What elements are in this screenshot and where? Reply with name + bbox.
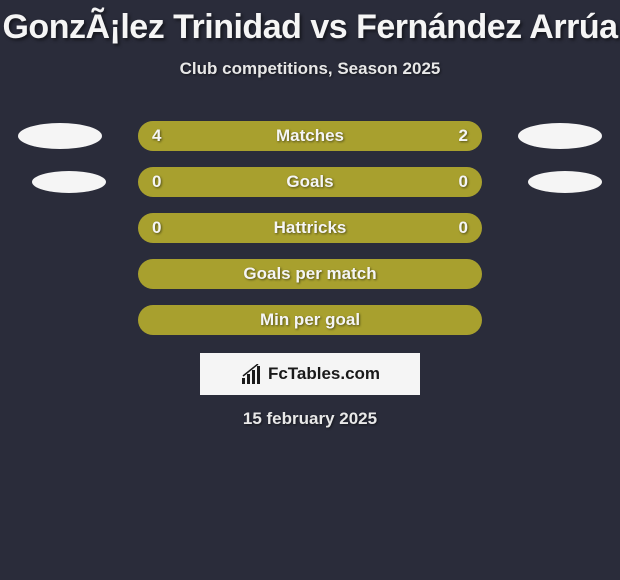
stat-label: Hattricks: [138, 218, 482, 238]
subtitle: Club competitions, Season 2025: [0, 59, 620, 79]
stat-bar: 0Hattricks0: [138, 213, 482, 243]
stat-value-right: 2: [459, 126, 468, 146]
stat-value-right: 0: [459, 172, 468, 192]
stat-label: Min per goal: [138, 310, 482, 330]
avatar-right: [528, 171, 602, 193]
stat-label: Matches: [138, 126, 482, 146]
stat-row: 0Hattricks0: [0, 205, 620, 251]
stat-bar: Min per goal: [138, 305, 482, 335]
stat-bar: 0Goals0: [138, 167, 482, 197]
stat-row: 0Goals0: [0, 159, 620, 205]
chart-icon: [240, 364, 264, 384]
stat-label: Goals per match: [138, 264, 482, 284]
stat-value-right: 0: [459, 218, 468, 238]
stats-container: 4Matches20Goals00Hattricks0Goals per mat…: [0, 113, 620, 343]
stat-bar: 4Matches2: [138, 121, 482, 151]
avatar-left: [32, 171, 106, 193]
avatar-right: [518, 123, 602, 149]
brand-label: FcTables.com: [268, 364, 380, 384]
stat-bar: Goals per match: [138, 259, 482, 289]
page-title: GonzÃ¡lez Trinidad vs Fernández Arrúa: [0, 8, 620, 47]
stat-row: Min per goal: [0, 297, 620, 343]
date-footer: 15 february 2025: [0, 409, 620, 429]
stat-label: Goals: [138, 172, 482, 192]
avatar-left: [18, 123, 102, 149]
stat-row: Goals per match: [0, 251, 620, 297]
brand-box: FcTables.com: [200, 353, 420, 395]
stat-row: 4Matches2: [0, 113, 620, 159]
